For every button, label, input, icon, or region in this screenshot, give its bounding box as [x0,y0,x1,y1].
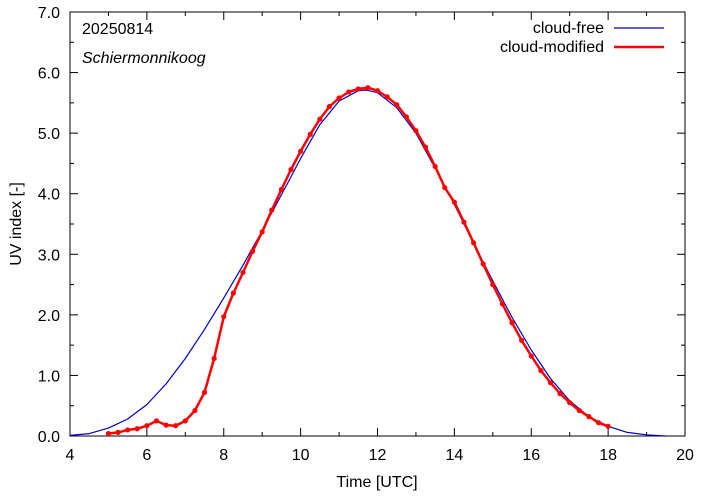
data-point-cloud-modified [221,314,227,320]
data-point-cloud-modified [153,418,160,424]
data-point-cloud-modified [586,414,592,420]
y-tick-label: 6.0 [38,66,60,83]
data-point-cloud-modified [519,337,525,343]
series-line-cloud-modified [108,86,609,435]
legend: cloud-free cloud-modified [500,20,664,56]
x-tick-label: 18 [599,447,617,464]
x-tick-label: 16 [522,447,540,464]
data-point-cloud-modified [163,422,169,428]
data-point-cloud-modified [211,355,217,362]
data-point-cloud-modified [499,301,506,307]
data-point-cloud-modified [317,116,323,122]
data-point-cloud-modified [326,103,333,110]
data-point-cloud-modified [509,320,515,326]
data-point-cloud-modified [432,163,438,170]
data-point-cloud-modified [125,427,131,433]
data-point-cloud-modified [605,423,611,429]
data-point-cloud-modified [278,186,285,193]
x-tick-label: 4 [66,447,75,464]
x-tick-label: 8 [219,447,228,464]
data-point-cloud-modified [298,148,304,154]
annotation-location: Schiermonnikoog [82,50,206,67]
data-point-cloud-modified [230,290,236,296]
legend-label-cloud-free: cloud-free [533,20,604,37]
data-point-cloud-modified [567,400,573,406]
data-point-cloud-modified [595,420,602,426]
data-point-cloud-modified [240,269,246,276]
data-point-cloud-modified [470,240,477,246]
y-tick-label: 4.0 [38,187,60,204]
data-point-cloud-modified [134,426,140,432]
data-point-cloud-modified [374,88,381,94]
x-tick-label: 10 [292,447,310,464]
series-line-cloud-free [69,89,666,437]
data-point-cloud-modified [269,207,275,213]
y-tick-label: 0.0 [38,429,60,446]
data-point-cloud-modified [442,185,448,191]
data-point-cloud-modified [394,102,400,108]
x-tick-label: 12 [369,447,387,464]
y-tick-label: 1.0 [38,368,60,385]
plot-frame [69,11,686,437]
data-point-cloud-modified [557,391,563,397]
data-point-cloud-modified [144,423,150,429]
data-point-cloud-modified [259,229,265,235]
y-tick-label: 3.0 [38,247,60,264]
data-point-cloud-modified [461,219,467,225]
legend-label-cloud-modified: cloud-modified [500,39,604,56]
data-point-cloud-modified [365,85,371,91]
data-point-cloud-modified [403,114,409,120]
annotation-date: 20250814 [82,21,153,38]
data-point-cloud-modified [336,95,342,101]
data-point-cloud-modified [538,367,544,374]
data-point-cloud-modified [576,407,582,414]
data-point-cloud-modified [288,166,294,173]
data-point-cloud-modified [384,94,390,100]
data-point-cloud-modified [547,380,554,386]
data-point-cloud-modified [249,248,256,254]
data-point-cloud-modified [201,389,208,395]
data-point-cloud-modified [490,281,496,288]
y-tick-label: 7.0 [38,5,60,22]
data-point-cloud-modified [115,429,121,435]
y-tick-label: 2.0 [38,308,60,325]
data-point-cloud-modified [307,131,313,137]
data-point-cloud-modified [346,89,352,95]
data-point-cloud-modified [528,353,534,359]
ticks-layer: 4 6 8 10 12 14 16 18 20 0.0 1.0 2.0 3.0 4.0 5.0 6.0 7.0 [38,5,694,464]
series-layer [69,85,666,437]
y-axis-label: UV index [-] [8,182,25,266]
x-axis-label: Time [UTC] [336,474,417,491]
data-point-cloud-modified [413,128,419,134]
data-point-cloud-modified [480,261,486,267]
data-point-cloud-modified [422,144,429,150]
y-tick-label: 5.0 [38,126,60,143]
data-point-cloud-modified [355,86,361,92]
data-point-cloud-modified [192,407,198,414]
data-point-cloud-modified [182,418,188,424]
data-point-cloud-modified [451,199,457,205]
data-point-cloud-modified [105,430,112,437]
x-tick-label: 20 [676,447,694,464]
x-tick-label: 6 [142,447,151,464]
x-tick-label: 14 [445,447,463,464]
data-point-cloud-modified [173,423,179,429]
